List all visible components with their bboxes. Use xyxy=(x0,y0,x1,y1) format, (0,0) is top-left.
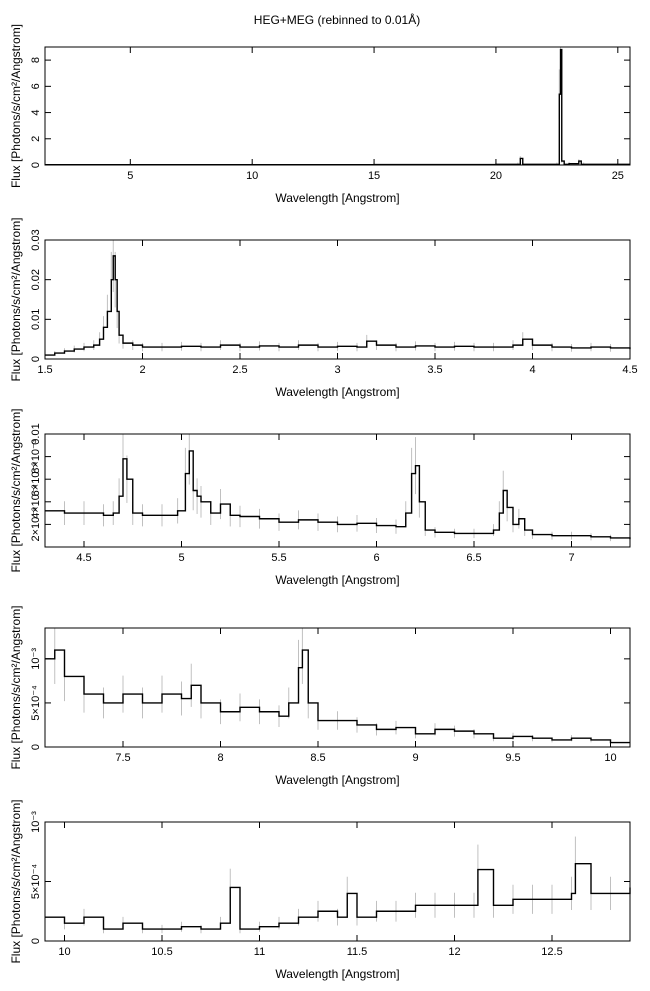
x-tick-label: 20 xyxy=(490,170,502,182)
y-axis-label: Flux [Photons/s/cm²/Angstrom] xyxy=(9,408,23,572)
y-tick-label: 4 xyxy=(30,109,42,115)
y-axis-label: Flux [Photons/s/cm²/Angstrom] xyxy=(9,799,23,963)
panel-4: 7.5 8 8.5 9 9.5 10 0 5×10⁻⁴ 10⁻³ Wavelength [Angs… xyxy=(9,605,631,787)
x-tick-label: 11.5 xyxy=(347,946,368,958)
x-tick-label: 6 xyxy=(373,552,379,564)
y-tick-label: 0.01 xyxy=(30,309,42,330)
y-tick-label: 8 xyxy=(30,57,42,63)
x-tick-label: 4 xyxy=(529,364,535,376)
y-tick-label: 10⁻³ xyxy=(30,811,42,833)
y-axis-label: Flux [Photons/s/cm²/Angstrom] xyxy=(9,217,23,381)
x-tick-label: 10 xyxy=(58,946,70,958)
figure-title: HEG+MEG (rebinned to 0.01Å) xyxy=(254,12,420,27)
y-tick-label: 0 xyxy=(30,938,42,944)
x-tick-label: 6.5 xyxy=(466,552,481,564)
x-tick-label: 12.5 xyxy=(541,946,562,958)
x-tick-label: 5 xyxy=(127,170,133,182)
y-tick-label: 6 xyxy=(30,83,42,89)
x-tick-label: 11 xyxy=(254,946,265,958)
x-tick-label: 25 xyxy=(612,170,624,182)
spectrum-line xyxy=(45,649,630,744)
y-tick-label: 0.02 xyxy=(30,269,42,290)
y-tick-label: 0 xyxy=(30,744,42,750)
x-tick-label: 10 xyxy=(246,170,258,182)
panel-3: 4.5 5 5.5 6 6.5 7 2×10⁻³4×10⁻³6×10⁻³8×10⁻³0.01… xyxy=(9,408,631,587)
y-tick-label: 4×10⁻³ xyxy=(30,484,42,519)
panel-2: 1.5 2 2.5 3 3.5 4 4.5 0 0.01 0.02 0.03 Wavelength [… xyxy=(9,217,638,399)
x-tick-label: 8 xyxy=(217,752,223,764)
x-tick-label: 8.5 xyxy=(310,752,325,764)
x-axis-label: Wavelength [Angstrom] xyxy=(275,967,399,981)
y-tick-label: 2 xyxy=(30,136,42,142)
x-tick-label: 4.5 xyxy=(76,552,91,564)
y-tick-label: 10⁻³ xyxy=(30,648,42,670)
x-tick-label: 3.5 xyxy=(427,364,442,376)
x-tick-label: 10.5 xyxy=(151,946,172,958)
plot-frame xyxy=(44,433,631,548)
x-tick-label: 5 xyxy=(178,552,184,564)
y-axis-label: Flux [Photons/s/cm²/Angstrom] xyxy=(9,605,23,769)
plot-frame xyxy=(44,627,631,748)
y-tick-label: 5×10⁻⁴ xyxy=(30,864,42,900)
y-axis-label: Flux [Photons/s/cm²/Angstrom] xyxy=(9,24,23,188)
x-tick-label: 9.5 xyxy=(505,752,520,764)
y-tick-label: 0.01 xyxy=(30,423,42,444)
x-tick-label: 2.5 xyxy=(232,364,247,376)
spectrum-line xyxy=(45,450,631,540)
x-tick-label: 3 xyxy=(334,364,340,376)
x-tick-label: 10 xyxy=(604,752,616,764)
spectrum-line xyxy=(45,862,631,930)
x-tick-label: 7.5 xyxy=(115,752,130,764)
x-tick-label: 7 xyxy=(568,552,574,564)
x-tick-label: 4.5 xyxy=(622,364,637,376)
x-tick-label: 2 xyxy=(139,364,145,376)
y-tick-label: 0 xyxy=(30,356,42,362)
y-tick-label: 6×10⁻³ xyxy=(30,462,42,497)
x-tick-label: 5.5 xyxy=(271,552,286,564)
spectrum-line xyxy=(45,48,630,166)
x-axis-label: Wavelength [Angstrom] xyxy=(275,385,399,399)
x-tick-label: 1.5 xyxy=(37,364,52,376)
y-tick-label: 8×10⁻³ xyxy=(30,439,42,474)
x-axis-label: Wavelength [Angstrom] xyxy=(275,573,399,587)
plot-frame xyxy=(44,46,631,166)
x-tick-label: 9 xyxy=(412,752,418,764)
panel-5: 10 10.5 11 11.5 12 12.5 0 5×10⁻⁴ 10⁻³ Wavelength … xyxy=(9,799,631,981)
x-axis-label: Wavelength [Angstrom] xyxy=(275,773,399,787)
x-tick-label: 15 xyxy=(368,170,380,182)
spectrum-line xyxy=(45,255,631,356)
x-axis-label: Wavelength [Angstrom] xyxy=(275,191,399,205)
y-tick-label: 5×10⁻⁴ xyxy=(30,685,42,721)
panel-1: 5 10 15 20 25 0 2 4 6 8 Wavelength [Angstrom] Flux … xyxy=(9,24,631,205)
y-tick-label: 2×10⁻³ xyxy=(30,507,42,542)
x-tick-label: 12 xyxy=(448,946,460,958)
y-tick-label: 0 xyxy=(30,162,42,168)
y-tick-label: 0.03 xyxy=(30,229,42,250)
